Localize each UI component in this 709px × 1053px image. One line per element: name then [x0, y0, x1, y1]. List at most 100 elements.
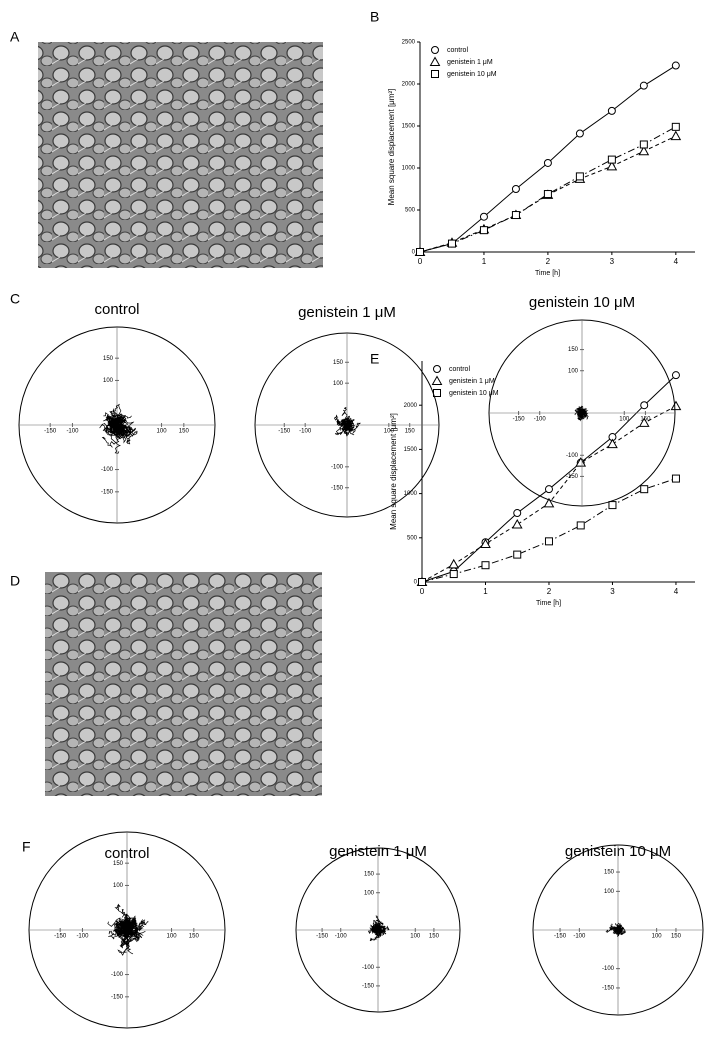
- marker: [640, 485, 649, 494]
- marker: [511, 211, 520, 220]
- marker: [671, 61, 680, 70]
- plot-title: control: [94, 301, 139, 318]
- marker: [544, 485, 553, 494]
- marker: [479, 226, 488, 235]
- y-tick-label: 150: [604, 870, 615, 876]
- plot-title: genistein 1 μM: [298, 304, 396, 321]
- panel-label: A: [10, 29, 20, 45]
- marker: [513, 550, 522, 559]
- y-tick-label: 100: [333, 381, 344, 387]
- legend-marker: [431, 46, 439, 54]
- marker: [448, 558, 460, 569]
- y-tick-label: 150: [103, 356, 114, 362]
- marker: [575, 172, 584, 181]
- y-tick-label: -100: [101, 467, 114, 473]
- micrograph: [45, 572, 322, 796]
- x-tick-label: 1: [482, 257, 487, 266]
- marker: [513, 509, 522, 518]
- marker: [607, 106, 616, 115]
- trajectories: [367, 915, 390, 942]
- marker: [543, 190, 552, 199]
- y-tick-label: 150: [333, 360, 344, 366]
- marker: [671, 122, 680, 131]
- marker: [449, 570, 458, 579]
- x-tick-label: -150: [44, 429, 57, 435]
- marker: [481, 561, 490, 570]
- x-tick-label: 100: [619, 417, 630, 423]
- trajectories: [99, 403, 138, 454]
- marker: [638, 417, 650, 427]
- x-tick-label: -100: [299, 429, 312, 435]
- y-tick-label: 1500: [402, 124, 416, 130]
- marker: [544, 537, 553, 546]
- y-tick-label: 100: [568, 368, 579, 374]
- x-tick-label: 100: [157, 429, 168, 435]
- x-tick-label: 150: [671, 934, 682, 940]
- y-tick-label: 2000: [402, 82, 416, 88]
- y-tick-label: -100: [111, 972, 124, 978]
- y-tick-label: -100: [566, 453, 579, 459]
- marker: [447, 239, 456, 248]
- y-tick-label: 500: [407, 535, 418, 541]
- marker: [575, 457, 587, 467]
- series-line: [421, 374, 677, 583]
- legend-label: control: [447, 47, 468, 54]
- marker: [543, 497, 555, 508]
- x-tick-label: -100: [66, 429, 79, 435]
- x-tick-label: -100: [534, 417, 547, 423]
- x-tick-label: -100: [335, 934, 348, 940]
- panel-label: B: [370, 9, 379, 25]
- x-tick-label: -150: [278, 429, 291, 435]
- y-tick-label: 2500: [402, 40, 416, 46]
- y-tick-label: -150: [362, 983, 375, 989]
- x-axis-label: Time [h]: [535, 270, 560, 277]
- x-axis-label: Time [h]: [536, 600, 561, 607]
- y-tick-label: 1000: [404, 491, 418, 497]
- y-tick-label: 100: [364, 890, 375, 896]
- legend-marker: [431, 375, 443, 385]
- y-tick-label: 100: [113, 883, 124, 889]
- marker: [606, 160, 618, 171]
- marker: [511, 519, 523, 529]
- legend-label: genistein 10 μM: [447, 71, 497, 78]
- y-tick-label: 500: [405, 208, 416, 214]
- y-axis-label: Mean square displacement [μm²]: [387, 89, 396, 206]
- x-tick-label: 3: [610, 257, 615, 266]
- marker: [671, 371, 680, 380]
- series-line: [421, 405, 677, 583]
- panel-label: D: [10, 573, 20, 589]
- x-tick-label: 4: [674, 257, 679, 266]
- x-tick-label: 150: [179, 429, 190, 435]
- x-tick-label: 0: [418, 257, 423, 266]
- marker: [416, 248, 424, 256]
- legend-label: genistein 10 μM: [449, 390, 499, 397]
- y-tick-label: 100: [103, 378, 114, 384]
- y-tick-label: -100: [331, 464, 344, 470]
- x-tick-label: 100: [384, 429, 395, 435]
- x-tick-label: 150: [640, 417, 651, 423]
- marker: [479, 212, 488, 221]
- y-tick-label: 0: [412, 250, 416, 256]
- x-tick-label: 150: [405, 429, 416, 435]
- y-tick-label: 150: [364, 872, 375, 878]
- y-tick-label: -100: [602, 966, 615, 972]
- legend-label: genistein 1 μM: [449, 378, 495, 385]
- plot-title: genistein 10 μM: [529, 294, 635, 311]
- y-tick-label: 150: [568, 347, 579, 353]
- y-tick-label: 1500: [404, 447, 418, 453]
- trajectories: [107, 903, 149, 956]
- legend-marker: [429, 56, 441, 66]
- marker: [576, 521, 585, 530]
- x-tick-label: -150: [54, 934, 67, 940]
- marker: [638, 145, 650, 156]
- micrograph: [38, 42, 323, 268]
- marker: [670, 130, 682, 141]
- trajectories: [605, 922, 627, 938]
- marker: [640, 401, 649, 410]
- legend-marker: [431, 70, 439, 78]
- panel-label: F: [22, 839, 31, 855]
- x-tick-label: -150: [554, 934, 567, 940]
- x-tick-label: 0: [420, 587, 425, 596]
- y-tick-label: 1000: [402, 166, 416, 172]
- x-tick-label: 1: [483, 587, 488, 596]
